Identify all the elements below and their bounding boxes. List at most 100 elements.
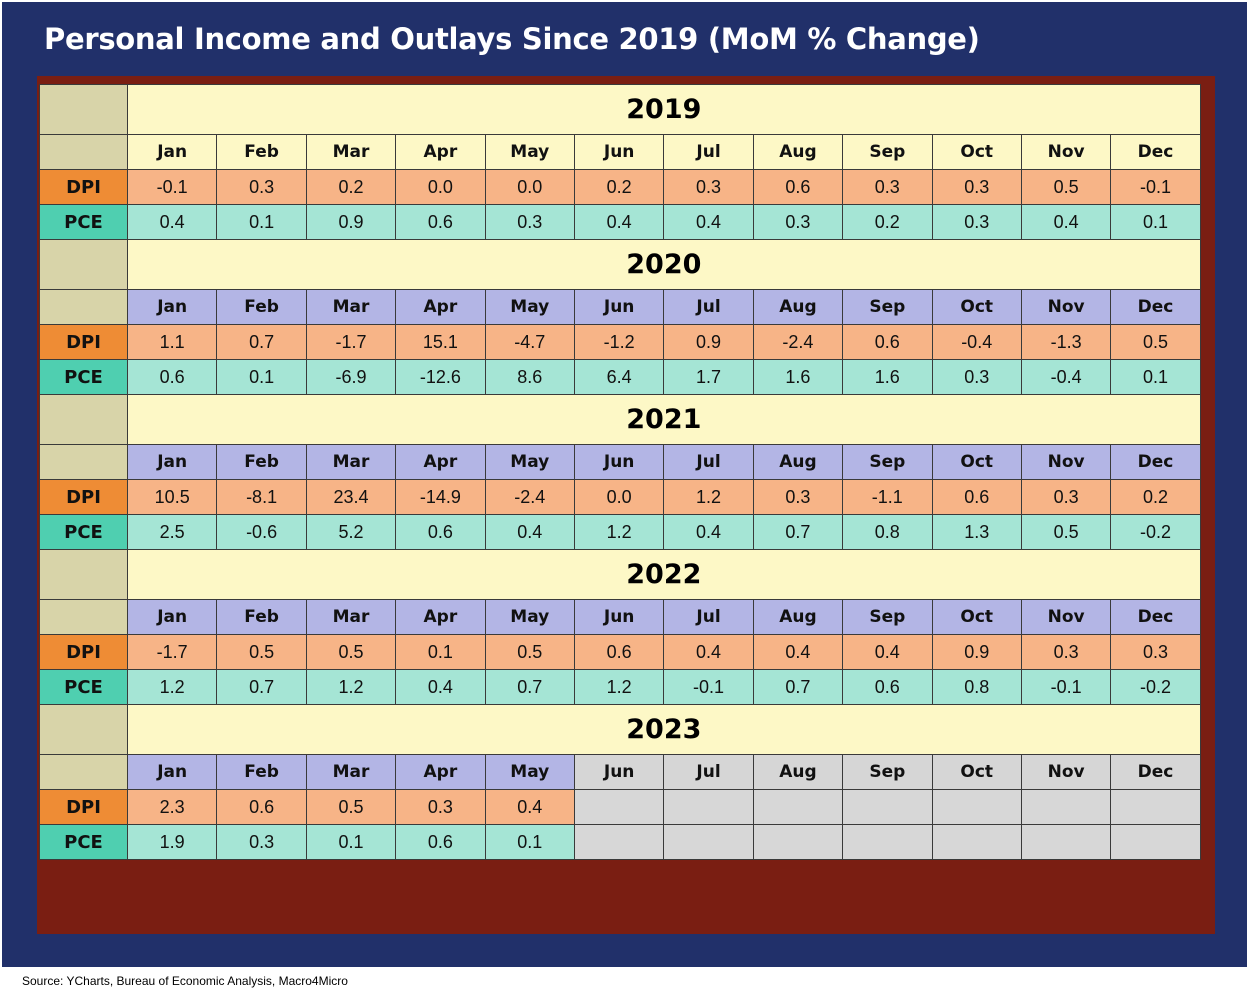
dpi-value-cell xyxy=(663,789,754,825)
dpi-value-cell xyxy=(573,789,665,825)
pce-value-cell: 0.7 xyxy=(752,514,844,550)
pce-value-cell: 0.6 xyxy=(395,204,486,240)
month-header-jan: Jan xyxy=(126,134,218,170)
pce-value-cell: 0.4 xyxy=(663,514,754,550)
pce-label: PCE xyxy=(39,514,128,550)
dpi-value-cell: 0.5 xyxy=(305,789,397,825)
month-header-oct: Oct xyxy=(931,754,1022,790)
pce-value-cell: 0.6 xyxy=(395,824,486,860)
dpi-value-cell: 0.0 xyxy=(484,169,575,205)
dpi-value-cell: 0.4 xyxy=(663,634,754,670)
month-header-jun: Jun xyxy=(573,444,665,480)
month-header-feb: Feb xyxy=(216,599,307,635)
pce-value-cell: -0.1 xyxy=(1020,669,1112,705)
month-header-sep: Sep xyxy=(842,599,933,635)
year-label: 2021 xyxy=(127,394,1201,445)
blank-label-cell xyxy=(39,444,128,480)
year-label: 2022 xyxy=(127,549,1201,600)
month-header-sep: Sep xyxy=(842,289,933,325)
dpi-value-cell: 0.0 xyxy=(573,479,665,515)
pce-value-cell: -0.2 xyxy=(1110,669,1201,705)
pce-value-cell: 0.8 xyxy=(842,514,933,550)
dpi-value-cell: 0.2 xyxy=(305,169,397,205)
month-header-may: May xyxy=(484,134,575,170)
dpi-value-cell: 0.3 xyxy=(395,789,486,825)
dpi-value-cell: 0.6 xyxy=(931,479,1022,515)
data-table: 2019 Jan Feb Mar Apr May Jun Jul Aug Sep Oct Nov Dec… xyxy=(39,84,1201,860)
pce-row: PCE 0.6 0.1 -6.9 -12.6 8.6 6.4 1.7 1.6 1.6 0.3 -0.4… xyxy=(39,359,1201,395)
month-header-jan: Jan xyxy=(126,289,218,325)
pce-value-cell: 0.6 xyxy=(395,514,486,550)
pce-value-cell: 6.4 xyxy=(573,359,665,395)
dpi-value-cell: 0.9 xyxy=(663,324,754,360)
dpi-value-cell: -1.1 xyxy=(842,479,933,515)
pce-value-cell: 0.3 xyxy=(484,204,575,240)
dpi-label: DPI xyxy=(39,479,128,515)
dpi-row: DPI -0.1 0.3 0.2 0.0 0.0 0.2 0.3 0.6 0.3 0.3 0.5 -0.… xyxy=(39,169,1201,205)
blank-label-cell xyxy=(39,599,128,635)
month-header-oct: Oct xyxy=(931,289,1022,325)
pce-value-cell xyxy=(931,824,1022,860)
pce-value-cell: 0.3 xyxy=(931,359,1022,395)
pce-value-cell: 0.1 xyxy=(305,824,397,860)
pce-row: PCE 1.9 0.3 0.1 0.6 0.1 xyxy=(39,824,1201,860)
dpi-row: DPI -1.7 0.5 0.5 0.1 0.5 0.6 0.4 0.4 0.4 0.9 0.3 0.3 xyxy=(39,634,1201,670)
blank-label-cell xyxy=(39,394,128,445)
pce-value-cell xyxy=(842,824,933,860)
pce-value-cell: 5.2 xyxy=(305,514,397,550)
month-header-nov: Nov xyxy=(1020,444,1112,480)
dpi-value-cell: 0.5 xyxy=(1110,324,1201,360)
dpi-value-cell: -0.1 xyxy=(126,169,218,205)
month-header-nov: Nov xyxy=(1020,754,1112,790)
dpi-label: DPI xyxy=(39,634,128,670)
pce-value-cell: 0.4 xyxy=(1020,204,1112,240)
dpi-value-cell: 0.5 xyxy=(484,634,575,670)
dpi-value-cell: -4.7 xyxy=(484,324,575,360)
dpi-value-cell: -1.2 xyxy=(573,324,665,360)
pce-label: PCE xyxy=(39,669,128,705)
pce-value-cell: 1.9 xyxy=(126,824,218,860)
pce-value-cell: 1.7 xyxy=(663,359,754,395)
dpi-value-cell: 0.3 xyxy=(216,169,307,205)
month-header-may: May xyxy=(484,289,575,325)
pce-value-cell: 0.8 xyxy=(931,669,1022,705)
pce-value-cell: 0.4 xyxy=(484,514,575,550)
dpi-value-cell: 10.5 xyxy=(126,479,218,515)
blank-label-cell xyxy=(39,704,128,755)
month-header-may: May xyxy=(484,599,575,635)
dpi-value-cell: 23.4 xyxy=(305,479,397,515)
pce-value-cell xyxy=(752,824,844,860)
month-header-feb: Feb xyxy=(216,134,307,170)
month-header-feb: Feb xyxy=(216,289,307,325)
month-header-dec: Dec xyxy=(1110,134,1201,170)
pce-value-cell: 0.1 xyxy=(1110,359,1201,395)
month-header-dec: Dec xyxy=(1110,754,1201,790)
dpi-value-cell: 0.5 xyxy=(1020,169,1112,205)
pce-value-cell: -0.2 xyxy=(1110,514,1201,550)
dpi-row: DPI 1.1 0.7 -1.7 15.1 -4.7 -1.2 0.9 -2.4 0.6 -0.4-… xyxy=(39,324,1201,360)
pce-value-cell: 1.3 xyxy=(931,514,1022,550)
pce-value-cell: 0.6 xyxy=(842,669,933,705)
month-header-mar: Mar xyxy=(305,444,397,480)
pce-label: PCE xyxy=(39,204,128,240)
pce-value-cell: 0.1 xyxy=(484,824,575,860)
dpi-value-cell: -2.4 xyxy=(752,324,844,360)
pce-value-cell: 0.9 xyxy=(305,204,397,240)
dpi-value-cell: 0.6 xyxy=(842,324,933,360)
dpi-value-cell: 0.1 xyxy=(395,634,486,670)
pce-value-cell: -6.9 xyxy=(305,359,397,395)
dpi-value-cell: 0.6 xyxy=(573,634,665,670)
month-header-mar: Mar xyxy=(305,289,397,325)
month-header-mar: Mar xyxy=(305,134,397,170)
month-header-row: Jan Feb Mar Apr May Jun Jul Aug Sep Oct Nov Dec xyxy=(39,599,1201,635)
blank-label-cell xyxy=(39,549,128,600)
dpi-value-cell: -8.1 xyxy=(216,479,307,515)
dpi-value-cell xyxy=(842,789,933,825)
month-header-jul: Jul xyxy=(663,754,754,790)
dpi-value-cell: -2.4 xyxy=(484,479,575,515)
month-header-jan: Jan xyxy=(126,754,218,790)
dpi-value-cell: 0.3 xyxy=(1020,479,1112,515)
source-note: Source: YCharts, Bureau of Economic Anal… xyxy=(22,974,348,988)
dpi-value-cell: 0.2 xyxy=(1110,479,1201,515)
month-header-jun: Jun xyxy=(573,134,665,170)
